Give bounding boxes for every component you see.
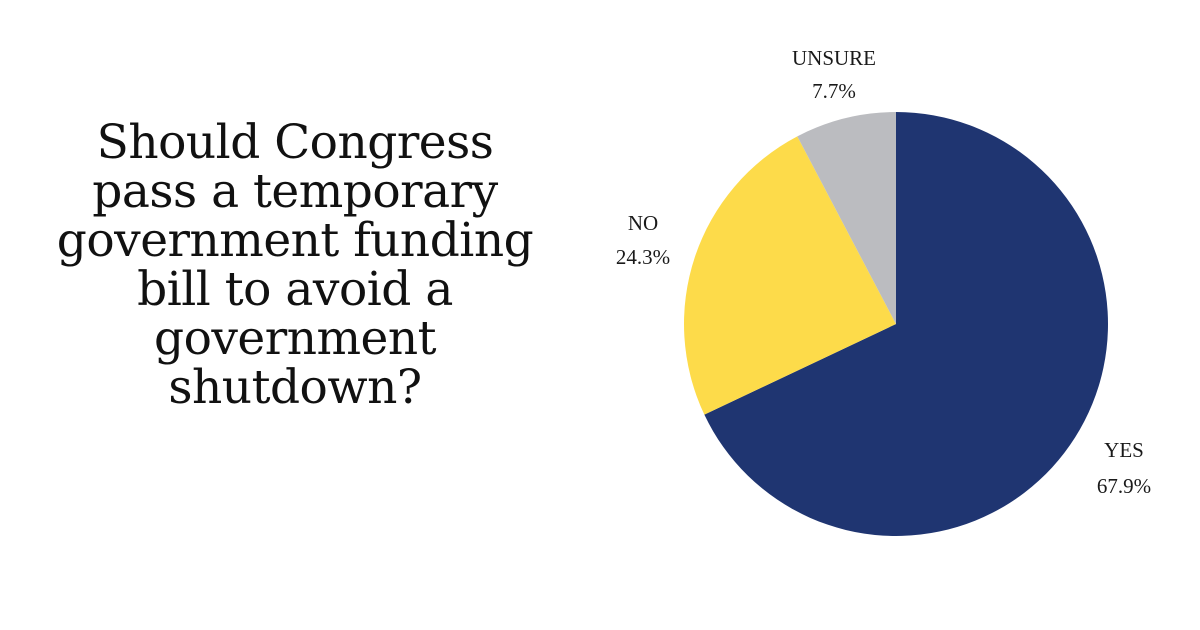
pie-slice-unsure [797,112,896,324]
poll-question: Should Congress pass a temporary governm… [56,115,534,415]
slice-label-yes-category: YES [1104,438,1144,462]
slice-label-unsure-category: UNSURE [792,46,876,70]
slice-label-unsure-value: 7.7% [812,79,856,103]
pie-slice-no [684,136,896,415]
pie-slices [684,112,1109,537]
slice-label-no-category: NO [628,211,658,235]
pie-slice-yes [704,112,1109,537]
slice-label-no-value: 24.3% [616,245,670,269]
slice-label-yes-value: 67.9% [1097,474,1151,498]
